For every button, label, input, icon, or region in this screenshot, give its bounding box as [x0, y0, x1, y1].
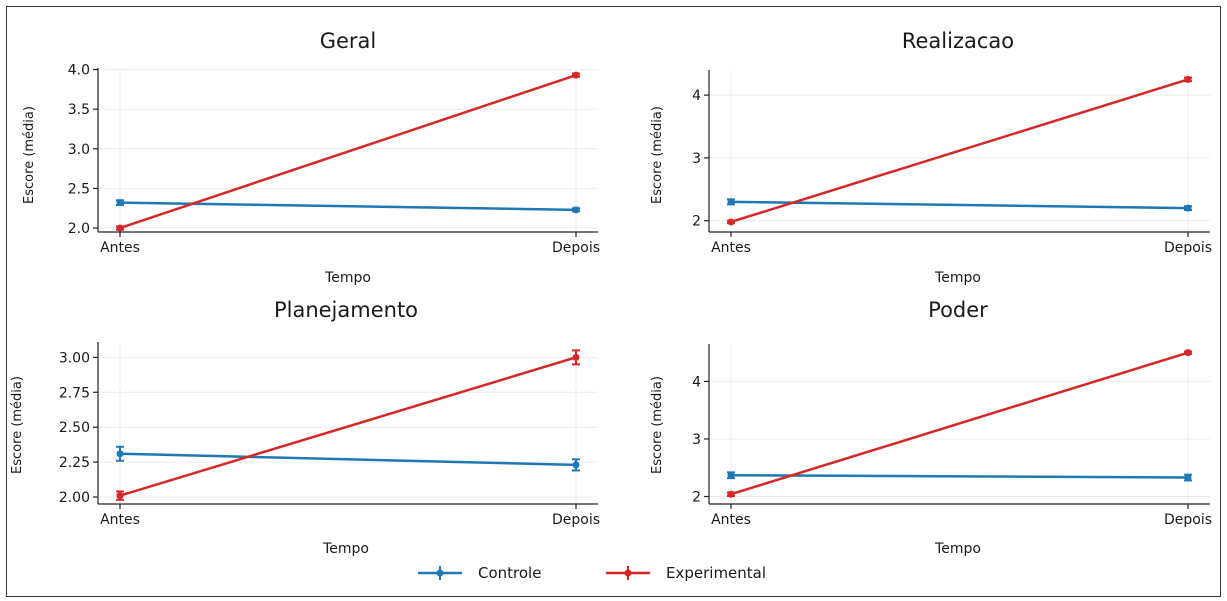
panel-title: Planejamento — [274, 298, 418, 322]
data-point-experimental — [572, 71, 580, 79]
y-tick-label: 3 — [692, 432, 701, 448]
y-tick-label: 3.5 — [68, 102, 90, 118]
panel-realizacao: Realizacao Tempo Escore (média) 2 3 4 Antes… — [650, 29, 1212, 286]
legend-marker — [436, 569, 444, 577]
legend-marker — [624, 569, 632, 577]
x-tick-label: Depois — [1164, 512, 1212, 528]
legend-item-experimental: Experimental — [606, 564, 766, 582]
panel-title: Geral — [320, 29, 377, 53]
series-line-controle — [730, 200, 1189, 210]
y-axis-label: Escore (média) — [650, 376, 665, 474]
panel-title: Realizacao — [902, 29, 1014, 53]
y-axis-label: Escore (média) — [650, 106, 665, 204]
panel-title: Poder — [928, 298, 988, 322]
y-axis-label: Escore (média) — [10, 376, 25, 474]
x-tick-label: Antes — [100, 240, 140, 256]
series-line-controle — [119, 452, 577, 467]
data-point-experimental — [727, 490, 735, 498]
data-point-controle — [116, 450, 124, 458]
y-tick-label: 2.00 — [59, 490, 90, 506]
y-tick-label: 2.0 — [68, 221, 90, 237]
data-point-controle — [572, 206, 580, 214]
y-tick-label: 3.0 — [68, 142, 90, 158]
data-point-experimental — [727, 218, 735, 226]
x-axis-label: Tempo — [324, 270, 371, 286]
data-point-experimental — [116, 492, 124, 500]
x-axis-label: Tempo — [934, 270, 981, 286]
series-line-experimental — [730, 78, 1189, 224]
data-point-experimental — [116, 224, 124, 232]
y-tick-label: 3.00 — [59, 350, 90, 366]
panel-planejamento: Planejamento Tempo Escore (média) 2.00 2.… — [10, 298, 600, 557]
y-tick-label: 4.0 — [68, 63, 90, 79]
series-line-controle — [730, 473, 1189, 479]
legend-label-experimental: Experimental — [666, 564, 766, 582]
y-tick-label: 2 — [692, 490, 701, 506]
y-tick-label: 4 — [692, 88, 701, 104]
y-axis-label: Escore (média) — [22, 106, 37, 204]
legend-item-controle: Controle — [418, 564, 541, 582]
panel-poder: Poder Tempo Escore (média) 2 3 4 Antes Depoi… — [650, 298, 1212, 557]
panel-geral: Geral Tempo Escore (média) 2.0 2.5 3.0 3.5 4… — [22, 29, 600, 286]
y-tick-label: 2.25 — [59, 455, 90, 471]
x-tick-label: Depois — [552, 512, 600, 528]
data-point-controle — [727, 198, 735, 206]
data-point-experimental — [1184, 75, 1192, 83]
x-tick-label: Depois — [1164, 240, 1212, 256]
data-point-controle — [1184, 204, 1192, 212]
x-tick-label: Depois — [552, 240, 600, 256]
y-tick-label: 2.75 — [59, 385, 90, 401]
series-line-experimental — [730, 351, 1189, 496]
legend: Controle Experimental — [418, 564, 766, 582]
data-point-experimental — [1184, 349, 1192, 357]
y-tick-label: 2.5 — [68, 181, 90, 197]
x-tick-label: Antes — [100, 512, 140, 528]
legend-label-controle: Controle — [478, 564, 541, 582]
data-point-controle — [116, 199, 124, 207]
data-point-experimental — [572, 353, 580, 361]
x-axis-label: Tempo — [934, 541, 981, 557]
data-point-controle — [1184, 474, 1192, 482]
y-tick-label: 2 — [692, 214, 701, 230]
y-tick-label: 4 — [692, 374, 701, 390]
figure-border — [6, 6, 1221, 597]
series-line-experimental — [119, 356, 577, 497]
data-point-controle — [727, 471, 735, 479]
series-line-controle — [119, 201, 577, 212]
data-point-controle — [572, 461, 580, 469]
y-tick-label: 3 — [692, 151, 701, 167]
x-axis-label: Tempo — [322, 541, 369, 557]
series-line-experimental — [119, 73, 577, 230]
x-tick-label: Antes — [711, 512, 751, 528]
y-tick-label: 2.50 — [59, 420, 90, 436]
x-tick-label: Antes — [711, 240, 751, 256]
